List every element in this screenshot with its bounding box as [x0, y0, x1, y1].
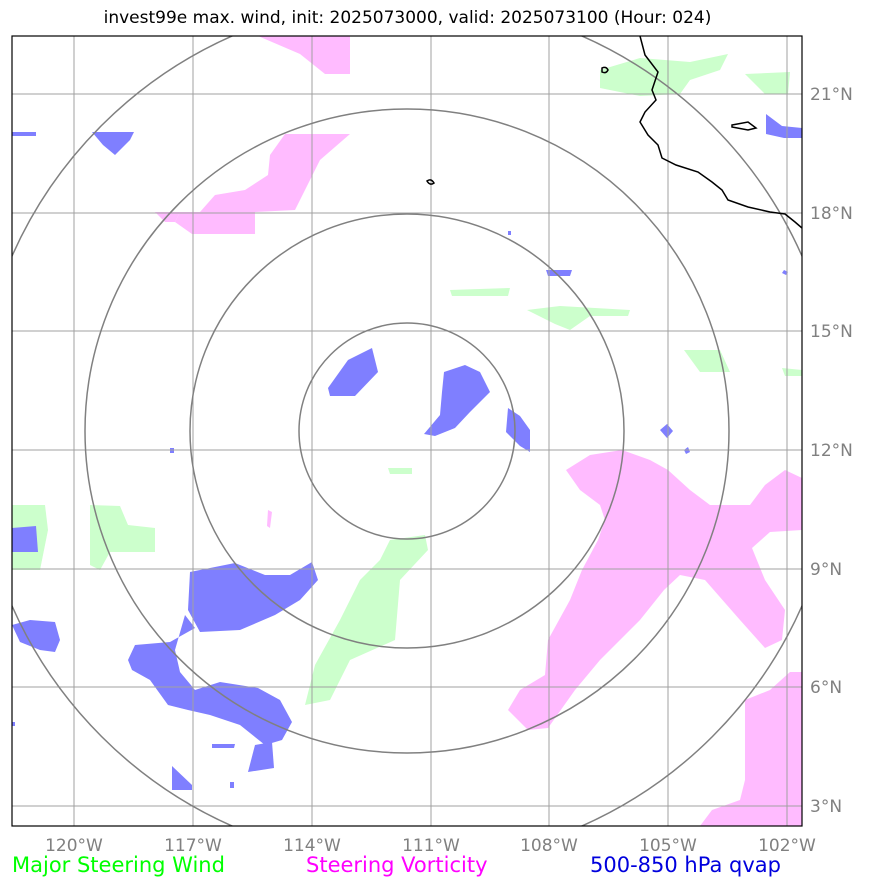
plot-border	[11, 35, 803, 827]
lon-tick-111w: 111°W	[402, 836, 460, 856]
legend-steering-wind: Major Steering Wind	[12, 853, 225, 877]
lat-tick-3n: 3°N	[810, 797, 842, 817]
lat-tick-6n: 6°N	[810, 678, 842, 698]
legend-qvap: 500-850 hPa qvap	[590, 853, 781, 877]
lat-tick-21n: 21°N	[810, 85, 853, 105]
coastline	[426, 36, 802, 229]
lon-tick-108w: 108°W	[520, 836, 578, 856]
steering-vorticity-layer	[155, 36, 802, 826]
lon-tick-labels: 120°W 117°W 114°W 111°W 108°W 105°W 102°…	[45, 836, 816, 856]
lon-tick-102w: 102°W	[758, 836, 816, 856]
lon-tick-117w: 117°W	[164, 836, 222, 856]
lat-tick-15n: 15°N	[810, 322, 853, 342]
legend-steering-vorticity: Steering Vorticity	[306, 853, 488, 877]
lon-tick-105w: 105°W	[639, 836, 697, 856]
lat-tick-18n: 18°N	[810, 204, 853, 224]
steering-wind-layer	[12, 54, 802, 705]
qvap-layer	[12, 114, 802, 790]
lon-tick-120w: 120°W	[45, 836, 103, 856]
map-title: invest99e max. wind, init: 2025073000, v…	[103, 8, 712, 28]
lat-tick-9n: 9°N	[810, 560, 842, 580]
lon-tick-114w: 114°W	[283, 836, 341, 856]
lat-tick-12n: 12°N	[810, 441, 853, 461]
range-rings	[12, 36, 802, 826]
lat-tick-labels: 21°N 18°N 15°N 12°N 9°N 6°N 3°N	[810, 85, 853, 817]
gridlines	[12, 36, 802, 826]
